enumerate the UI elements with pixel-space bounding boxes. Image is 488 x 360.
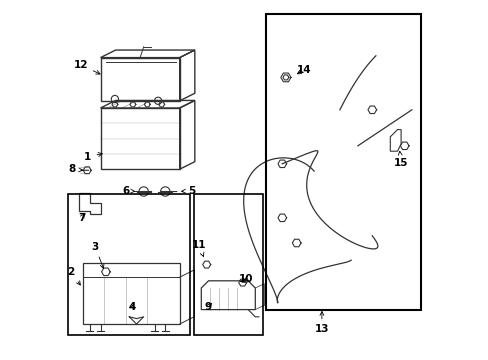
Bar — [194, 194, 262, 335]
Text: 1: 1 — [84, 152, 102, 162]
Text: 10: 10 — [239, 274, 253, 284]
Text: 8: 8 — [68, 164, 82, 174]
Text: 9: 9 — [204, 302, 212, 312]
Text: 15: 15 — [393, 151, 407, 168]
Text: 12: 12 — [73, 60, 100, 74]
Text: 3: 3 — [91, 242, 103, 268]
Bar — [265, 14, 420, 310]
Text: 5: 5 — [181, 186, 196, 196]
Bar — [68, 194, 190, 335]
Text: 2: 2 — [67, 267, 80, 285]
Text: 13: 13 — [314, 311, 328, 334]
Text: 6: 6 — [122, 186, 135, 196]
Text: 7: 7 — [78, 213, 85, 223]
Text: 4: 4 — [128, 302, 136, 312]
Text: 11: 11 — [191, 240, 205, 256]
Bar — [82, 263, 179, 324]
Text: 14: 14 — [296, 65, 310, 75]
